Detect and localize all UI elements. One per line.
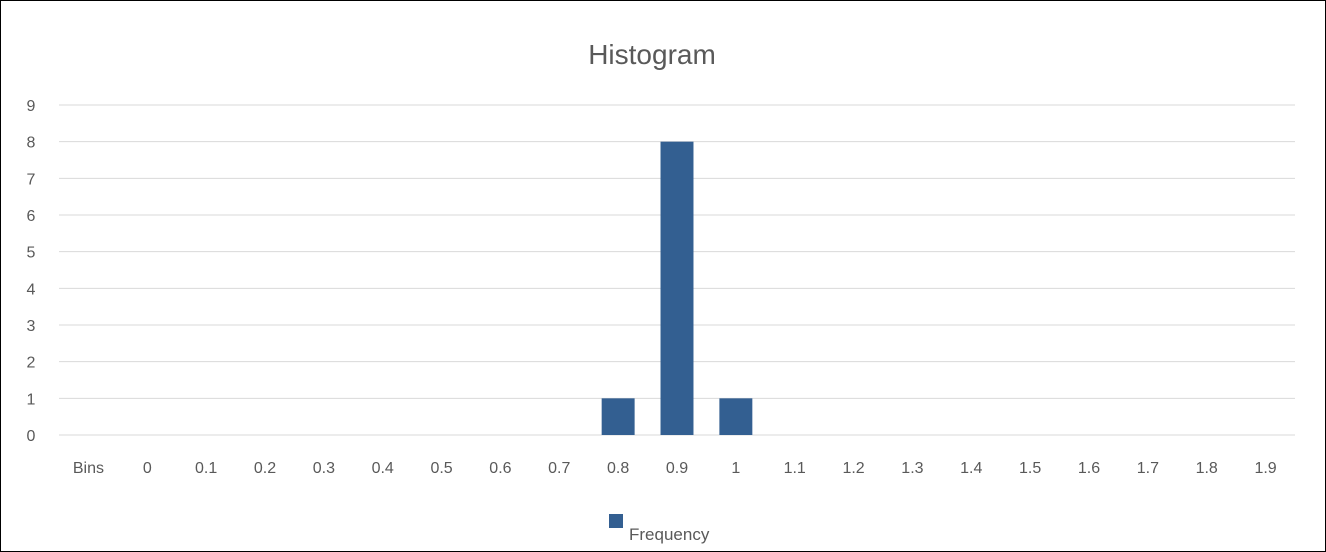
y-tick-label: 9 xyxy=(27,98,36,115)
y-axis-ticks: 0 1 2 3 4 5 6 7 8 9 xyxy=(27,98,36,445)
x-tick-label: 1.3 xyxy=(901,460,923,477)
x-tick-label: 0.1 xyxy=(195,460,217,477)
y-tick-label: 2 xyxy=(27,355,36,372)
legend: Frequency xyxy=(609,514,710,544)
y-tick-label: 6 xyxy=(27,208,36,225)
x-tick-label: 1.9 xyxy=(1254,460,1276,477)
x-tick-label: 0.3 xyxy=(313,460,335,477)
y-tick-label: 1 xyxy=(27,391,36,408)
x-tick-label: 1.4 xyxy=(960,460,982,477)
y-tick-label: 4 xyxy=(27,281,36,298)
x-tick-label: 0.8 xyxy=(607,460,629,477)
x-tick-label: Bins xyxy=(73,460,104,477)
x-tick-label: 0.5 xyxy=(430,460,452,477)
x-tick-label: 1.8 xyxy=(1196,460,1218,477)
y-tick-label: 5 xyxy=(27,245,36,262)
chart-title: Histogram xyxy=(588,39,716,70)
x-tick-label: 1 xyxy=(731,460,740,477)
bar-1 xyxy=(719,398,753,435)
bar-0.9 xyxy=(660,141,694,435)
x-axis-ticks: Bins 0 0.1 0.2 0.3 0.4 0.5 0.6 0.7 0.8 0.9 1 1.1 1.2 1… xyxy=(73,460,1277,477)
y-tick-label: 7 xyxy=(27,171,36,188)
bars xyxy=(601,141,753,435)
legend-swatch-frequency xyxy=(609,514,623,528)
x-tick-label: 1.2 xyxy=(842,460,864,477)
bar-0.8 xyxy=(601,398,635,435)
x-tick-label: 1.6 xyxy=(1078,460,1100,477)
x-tick-label: 0 xyxy=(143,460,152,477)
legend-label-frequency: Frequency xyxy=(629,525,710,544)
y-tick-label: 0 xyxy=(27,428,36,445)
y-tick-label: 8 xyxy=(27,135,36,152)
x-tick-label: 0.2 xyxy=(254,460,276,477)
x-tick-label: 0.4 xyxy=(372,460,394,477)
x-tick-label: 1.7 xyxy=(1137,460,1159,477)
x-tick-label: 1.5 xyxy=(1019,460,1041,477)
x-tick-label: 0.6 xyxy=(489,460,511,477)
x-tick-label: 1.1 xyxy=(784,460,806,477)
x-tick-label: 0.7 xyxy=(548,460,570,477)
y-tick-label: 3 xyxy=(27,318,36,335)
x-tick-label: 0.9 xyxy=(666,460,688,477)
